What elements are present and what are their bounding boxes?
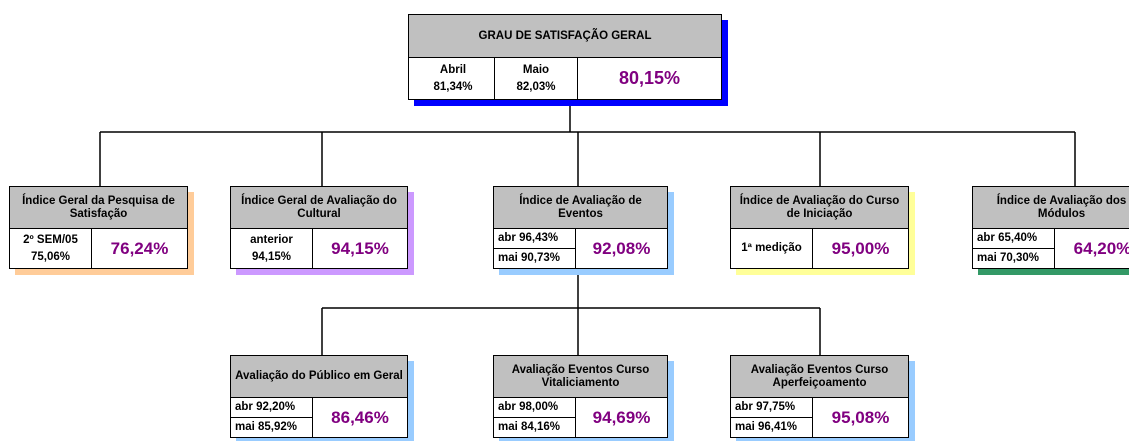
period-cell: anterior 94,15%	[231, 229, 313, 268]
cell-text: Abril	[439, 63, 467, 76]
period-row: mai 84,16%	[498, 421, 561, 433]
node-title: Índice de Avaliação dos Módulos	[973, 187, 1129, 229]
box-title: GRAU DE SATISFAÇÃO GERAL	[409, 15, 721, 58]
node-value: 76,24%	[110, 238, 169, 258]
node-title: Índice de Avaliação de Eventos	[494, 187, 667, 229]
node-title: Índice Geral de Avaliação do Cultural	[231, 187, 407, 229]
period-cell: abr 92,20% mai 85,92%	[231, 398, 313, 437]
month-cell: Abril 81,34%	[412, 58, 495, 99]
summary-box: GRAU DE SATISFAÇÃO GERAL Abril 81,34% Maio 8…	[408, 14, 722, 100]
node-value: 95,00%	[831, 238, 890, 258]
overall-value: 80,15%	[618, 68, 681, 88]
node-box: Índice Geral de Avaliação do Cultural ant…	[230, 186, 408, 269]
cell-text: 75,06%	[30, 250, 70, 263]
period-cell: abr 65,40% mai 70,30%	[973, 229, 1055, 268]
node-value: 95,08%	[831, 407, 890, 427]
node-value: 94,15%	[331, 238, 389, 258]
cell-text: 81,34%	[433, 80, 473, 93]
period-cell: abr 97,75% mai 96,41%	[731, 398, 813, 437]
cell-text: 1ª medição	[741, 242, 802, 254]
node-value: 64,20%	[1073, 238, 1129, 258]
period-row: abr 65,40%	[973, 229, 1054, 249]
cell-text: 2º SEM/05	[23, 233, 78, 246]
node-value: 94,69%	[592, 407, 651, 427]
cell-text: Maio	[522, 63, 550, 76]
node-title: Avaliação do Público em Geral	[231, 356, 407, 398]
period-cell: abr 96,43% mai 90,73%	[494, 229, 576, 268]
month-cell: Maio 82,03%	[495, 58, 578, 99]
cell-text: anterior	[250, 233, 293, 246]
period-cell: 1ª medição	[731, 229, 813, 268]
node-title: Índice de Avaliação do Curso de Iniciaçã…	[731, 187, 908, 229]
period-row: abr 98,00%	[494, 398, 575, 418]
period-row: mai 96,41%	[735, 421, 798, 433]
cell-text: 94,15%	[251, 250, 291, 263]
period-row: abr 96,43%	[494, 229, 575, 249]
node-box: Avaliação Eventos Curso Aperfeiçoamento a…	[730, 355, 909, 438]
node-box: Avaliação Eventos Curso Vitaliciamento ab…	[493, 355, 668, 438]
period-row: mai 90,73%	[498, 252, 561, 264]
period-row: abr 92,20%	[231, 398, 312, 418]
node-box: Índice de Avaliação de Eventos abr 96,43%…	[493, 186, 668, 269]
period-cell: abr 98,00% mai 84,16%	[494, 398, 576, 437]
node-box: Índice de Avaliação dos Módulos abr 65,40…	[972, 186, 1129, 269]
node-title: Índice Geral da Pesquisa de Satisfação	[10, 187, 187, 229]
period-row: mai 85,92%	[235, 421, 298, 433]
node-box: Avaliação do Público em Geral abr 92,20% m…	[230, 355, 408, 438]
cell-text: 82,03%	[516, 80, 556, 93]
period-row: abr 97,75%	[731, 398, 812, 418]
node-value: 92,08%	[592, 238, 651, 258]
node-title: Avaliação Eventos Curso Aperfeiçoamento	[731, 356, 908, 398]
node-value: 86,46%	[331, 407, 389, 427]
node-title: Avaliação Eventos Curso Vitaliciamento	[494, 356, 667, 398]
period-row: mai 70,30%	[977, 252, 1040, 264]
node-box: Índice de Avaliação do Curso de Iniciaçã…	[730, 186, 909, 269]
period-cell: 2º SEM/05 75,06%	[10, 229, 92, 268]
node-box: Índice Geral da Pesquisa de Satisfação 2º…	[9, 186, 188, 269]
